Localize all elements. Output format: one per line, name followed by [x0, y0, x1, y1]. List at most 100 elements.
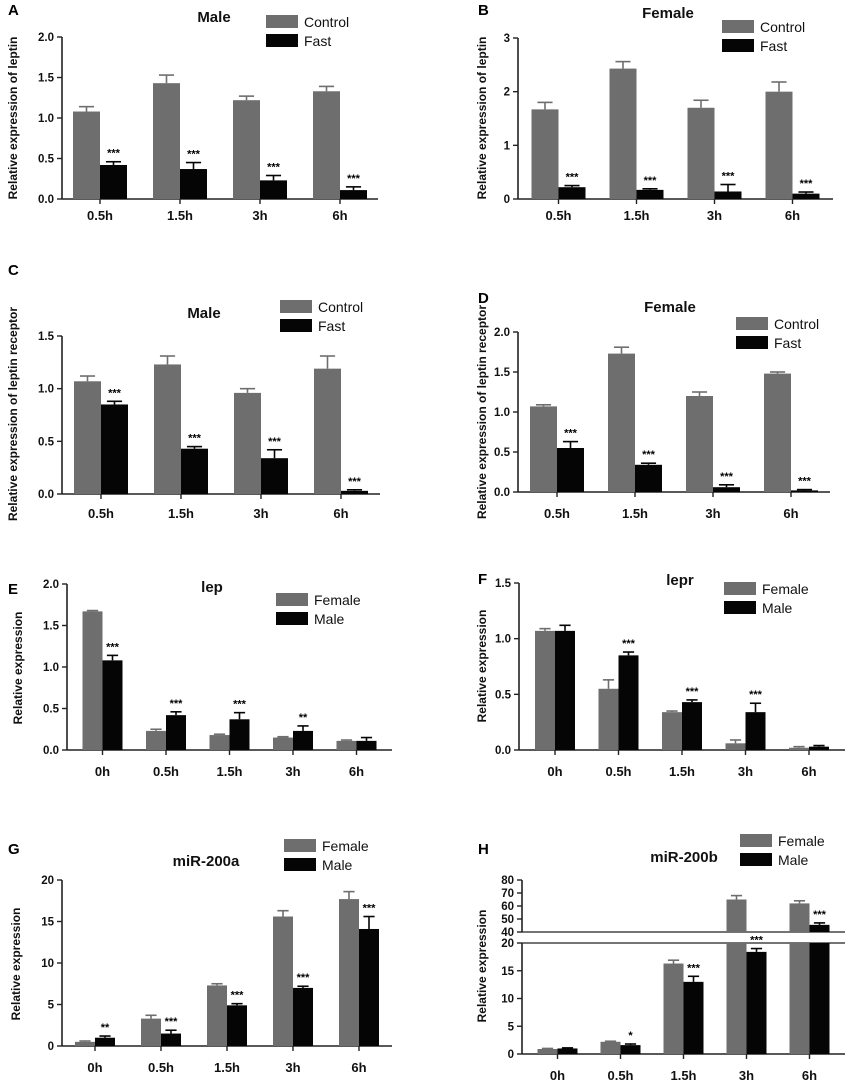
bar — [227, 1005, 247, 1046]
x-tick-label: 3h — [705, 506, 720, 521]
x-tick-label: 6h — [802, 1068, 817, 1083]
bar — [610, 69, 637, 199]
legend-label: Fast — [760, 38, 787, 54]
significance-label: *** — [348, 476, 362, 488]
chart-title: Male — [197, 9, 230, 26]
chart-title: miR-200a — [173, 853, 240, 870]
x-tick-label: 1.5h — [214, 1060, 240, 1075]
chart-title: Male — [187, 305, 220, 322]
y-axis-label: Relative expression — [475, 910, 489, 1023]
chart-panel-c: C Male Relative expression of leptin recep… — [6, 262, 380, 521]
panel-letter: D — [478, 290, 489, 307]
bar — [359, 929, 379, 1046]
bar — [686, 396, 713, 492]
significance-label: *** — [813, 909, 827, 921]
y-tick-label: 0.5 — [38, 154, 55, 166]
significance-label: *** — [720, 471, 734, 483]
y-tick-label: 2.0 — [494, 327, 510, 339]
legend-label: Control — [774, 316, 819, 332]
bar — [715, 191, 742, 199]
legend-swatch — [280, 319, 312, 332]
chart-panel-b: B Female Relative expression of leptin 0 1 2 3… — [475, 2, 833, 223]
y-tick-label: 2 — [504, 87, 510, 99]
bar — [230, 719, 250, 750]
y-tick-label: 1.0 — [494, 407, 510, 419]
y-axis-label: Relative expression — [475, 610, 489, 723]
y-tick-label: 60 — [501, 901, 514, 913]
bar — [357, 741, 377, 750]
x-tick-label: 1.5h — [670, 1068, 696, 1083]
panel-letter: F — [478, 571, 487, 588]
y-tick-label: 2.0 — [38, 32, 54, 44]
bar — [635, 465, 662, 492]
y-tick-label: 3 — [504, 33, 510, 45]
legend-label: Fast — [318, 318, 345, 334]
bar — [766, 92, 793, 199]
bar — [682, 702, 702, 750]
bar — [726, 743, 746, 750]
chart-title: lepr — [666, 572, 694, 589]
legend-label: Female — [322, 838, 369, 854]
bar — [791, 490, 818, 492]
y-tick-label: 80 — [501, 875, 514, 887]
significance-label: *** — [187, 149, 201, 161]
legend-swatch — [724, 601, 756, 614]
significance-label: *** — [800, 178, 814, 190]
bar — [314, 369, 341, 494]
bar — [261, 458, 288, 494]
y-axis-label: Relative expression — [9, 908, 23, 1021]
bar — [727, 943, 747, 1054]
chart-panel-d: D Female Relative expression of leptin rec… — [475, 290, 830, 521]
legend-swatch — [266, 15, 298, 28]
x-tick-label: 6h — [351, 1060, 366, 1075]
y-tick-label: 0.5 — [38, 436, 55, 448]
legend-swatch — [276, 612, 308, 625]
significance-label: *** — [686, 686, 700, 698]
y-tick-label: 0.5 — [495, 689, 512, 701]
bar — [532, 109, 559, 199]
bar — [339, 899, 359, 1046]
y-tick-label: 5 — [508, 1021, 515, 1033]
x-tick-label: 6h — [332, 208, 347, 223]
legend-swatch — [740, 853, 772, 866]
bar — [662, 712, 682, 750]
significance-label: *** — [644, 175, 658, 187]
y-tick-label: 1.0 — [38, 384, 54, 396]
y-tick-label: 1.5 — [38, 73, 55, 85]
y-tick-label: 0 — [508, 1049, 514, 1061]
y-axis-label: Relative expression — [11, 612, 25, 725]
bar — [75, 1042, 95, 1046]
panel-letter: A — [8, 2, 19, 19]
legend-label: Control — [760, 19, 805, 35]
y-tick-label: 0 — [48, 1041, 54, 1053]
x-tick-label: 6h — [349, 764, 364, 779]
legend-label: Control — [304, 14, 349, 30]
bar — [608, 354, 635, 492]
x-tick-label: 0.5h — [544, 506, 570, 521]
bar — [340, 190, 367, 199]
bar — [688, 108, 715, 199]
x-tick-label: 0h — [550, 1068, 565, 1083]
y-tick-label: 0.5 — [494, 447, 511, 459]
significance-label: *** — [188, 433, 202, 445]
bar — [101, 404, 128, 494]
x-tick-label: 3h — [253, 506, 268, 521]
x-tick-label: 1.5h — [168, 506, 194, 521]
bar — [154, 364, 181, 494]
bar — [599, 689, 619, 750]
bar — [210, 735, 230, 750]
y-tick-label: 20 — [41, 875, 54, 887]
legend-swatch — [276, 593, 308, 606]
y-tick-label: 10 — [501, 994, 514, 1006]
legend-swatch — [722, 39, 754, 52]
bar — [809, 747, 829, 750]
chart-panel-a: A Male Relative expression of leptin 0.0 0.5… — [6, 2, 378, 223]
bar — [535, 631, 555, 750]
legend-swatch — [736, 336, 768, 349]
x-tick-label: 6h — [801, 764, 816, 779]
legend-swatch — [736, 317, 768, 330]
bar — [161, 1034, 181, 1046]
y-tick-label: 15 — [41, 917, 54, 929]
x-tick-label: 0.5h — [87, 208, 113, 223]
